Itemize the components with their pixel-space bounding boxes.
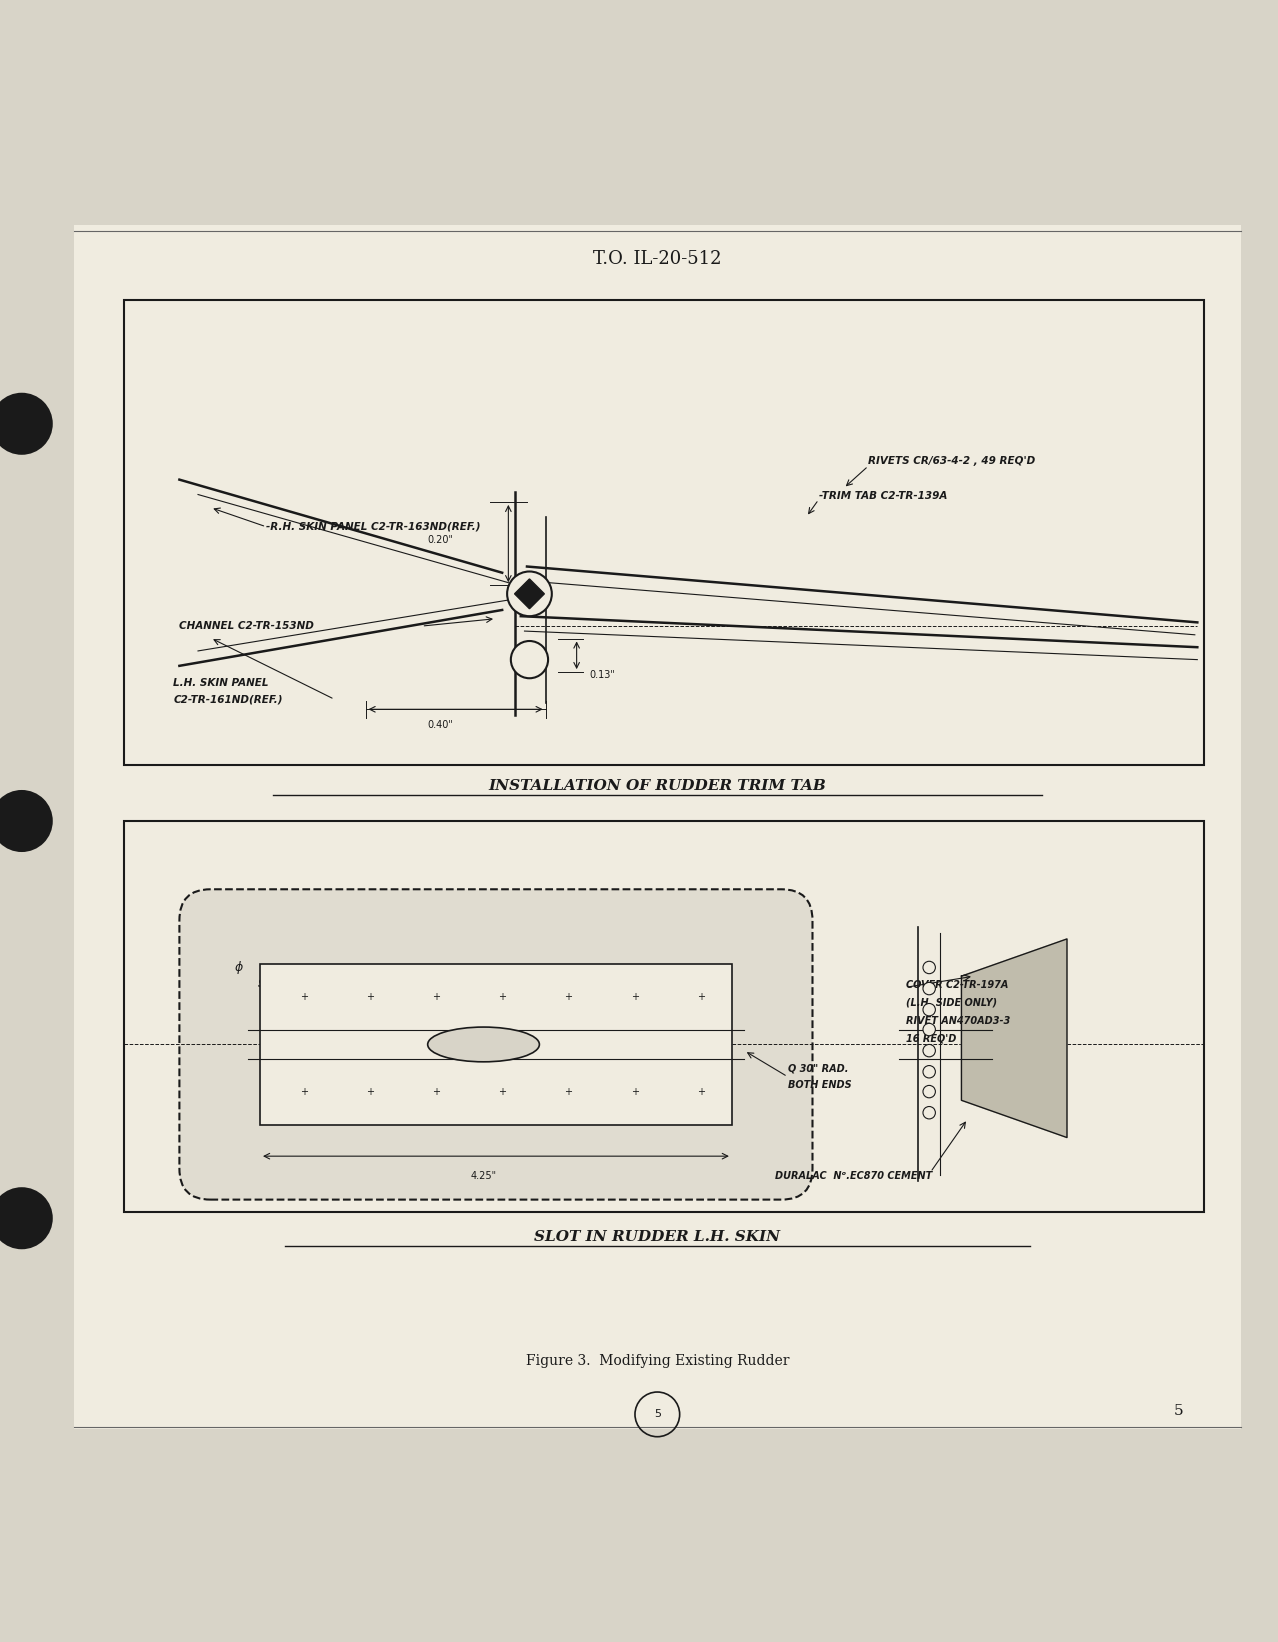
Text: 0.20": 0.20" — [428, 535, 454, 545]
Circle shape — [923, 1023, 935, 1036]
Text: 5: 5 — [654, 1409, 661, 1419]
Text: +: + — [630, 1087, 639, 1097]
Text: +: + — [498, 1087, 506, 1097]
Text: Q 30" RAD.: Q 30" RAD. — [787, 1062, 849, 1072]
Text: 0.40": 0.40" — [428, 721, 454, 731]
Circle shape — [0, 1187, 52, 1250]
Text: DURALAC  Nᵒ.EC870 CEMENT: DURALAC Nᵒ.EC870 CEMENT — [776, 1171, 933, 1181]
Text: BOTH ENDS: BOTH ENDS — [787, 1080, 851, 1090]
Text: +: + — [697, 1087, 704, 1097]
Circle shape — [0, 790, 52, 852]
Text: (L.H. SIDE ONLY): (L.H. SIDE ONLY) — [906, 997, 997, 1007]
Text: +: + — [366, 992, 373, 1002]
Text: +: + — [299, 992, 308, 1002]
Circle shape — [923, 1107, 935, 1118]
Circle shape — [0, 392, 52, 455]
Text: SLOT IN RUDDER L.H. SKIN: SLOT IN RUDDER L.H. SKIN — [534, 1230, 781, 1245]
Circle shape — [923, 961, 935, 974]
Text: 0.13": 0.13" — [589, 670, 615, 680]
Text: 5: 5 — [1174, 1404, 1183, 1417]
Text: CHANNEL C2-TR-153ND: CHANNEL C2-TR-153ND — [179, 621, 314, 631]
Text: -TRIM TAB C2-TR-139A: -TRIM TAB C2-TR-139A — [819, 491, 947, 501]
Bar — [124, 821, 1204, 1212]
Circle shape — [511, 640, 548, 678]
Circle shape — [923, 1044, 935, 1057]
Text: +: + — [630, 992, 639, 1002]
Text: +: + — [432, 992, 440, 1002]
Circle shape — [923, 1003, 935, 1016]
Text: L.H. SKIN PANEL: L.H. SKIN PANEL — [174, 678, 268, 688]
Text: 16 REQ'D: 16 REQ'D — [906, 1033, 956, 1043]
Text: +: + — [366, 1087, 373, 1097]
Text: COVER C2-TR-197A: COVER C2-TR-197A — [906, 980, 1008, 990]
Text: INSTALLATION OF RUDDER TRIM TAB: INSTALLATION OF RUDDER TRIM TAB — [488, 780, 826, 793]
Circle shape — [923, 1085, 935, 1098]
Text: -R.H. SKIN PANEL C2-TR-163ND(REF.): -R.H. SKIN PANEL C2-TR-163ND(REF.) — [266, 522, 481, 532]
Text: +: + — [432, 1087, 440, 1097]
Polygon shape — [515, 580, 544, 609]
Polygon shape — [961, 939, 1067, 1138]
Text: +: + — [565, 992, 573, 1002]
Ellipse shape — [428, 1026, 539, 1062]
FancyBboxPatch shape — [179, 890, 813, 1200]
Text: 4.25": 4.25" — [470, 1171, 497, 1181]
Bar — [124, 299, 1204, 765]
Text: C2-TR-161ND(REF.): C2-TR-161ND(REF.) — [174, 695, 282, 704]
Text: $\phi$: $\phi$ — [234, 959, 244, 975]
Text: T.O. IL-20-512: T.O. IL-20-512 — [593, 250, 722, 268]
Circle shape — [923, 1066, 935, 1077]
Text: RIVET AN470AD3-3: RIVET AN470AD3-3 — [906, 1016, 1010, 1026]
Text: +: + — [565, 1087, 573, 1097]
Text: +: + — [498, 992, 506, 1002]
Circle shape — [507, 571, 552, 616]
Bar — [261, 964, 732, 1125]
Text: Figure 3.  Modifying Existing Rudder: Figure 3. Modifying Existing Rudder — [525, 1355, 789, 1368]
Text: +: + — [299, 1087, 308, 1097]
Circle shape — [923, 982, 935, 995]
Text: +: + — [697, 992, 704, 1002]
Text: SWAGE: SWAGE — [258, 979, 300, 988]
Text: RIVETS CR/63-4-2 , 49 REQ'D: RIVETS CR/63-4-2 , 49 REQ'D — [868, 456, 1035, 466]
